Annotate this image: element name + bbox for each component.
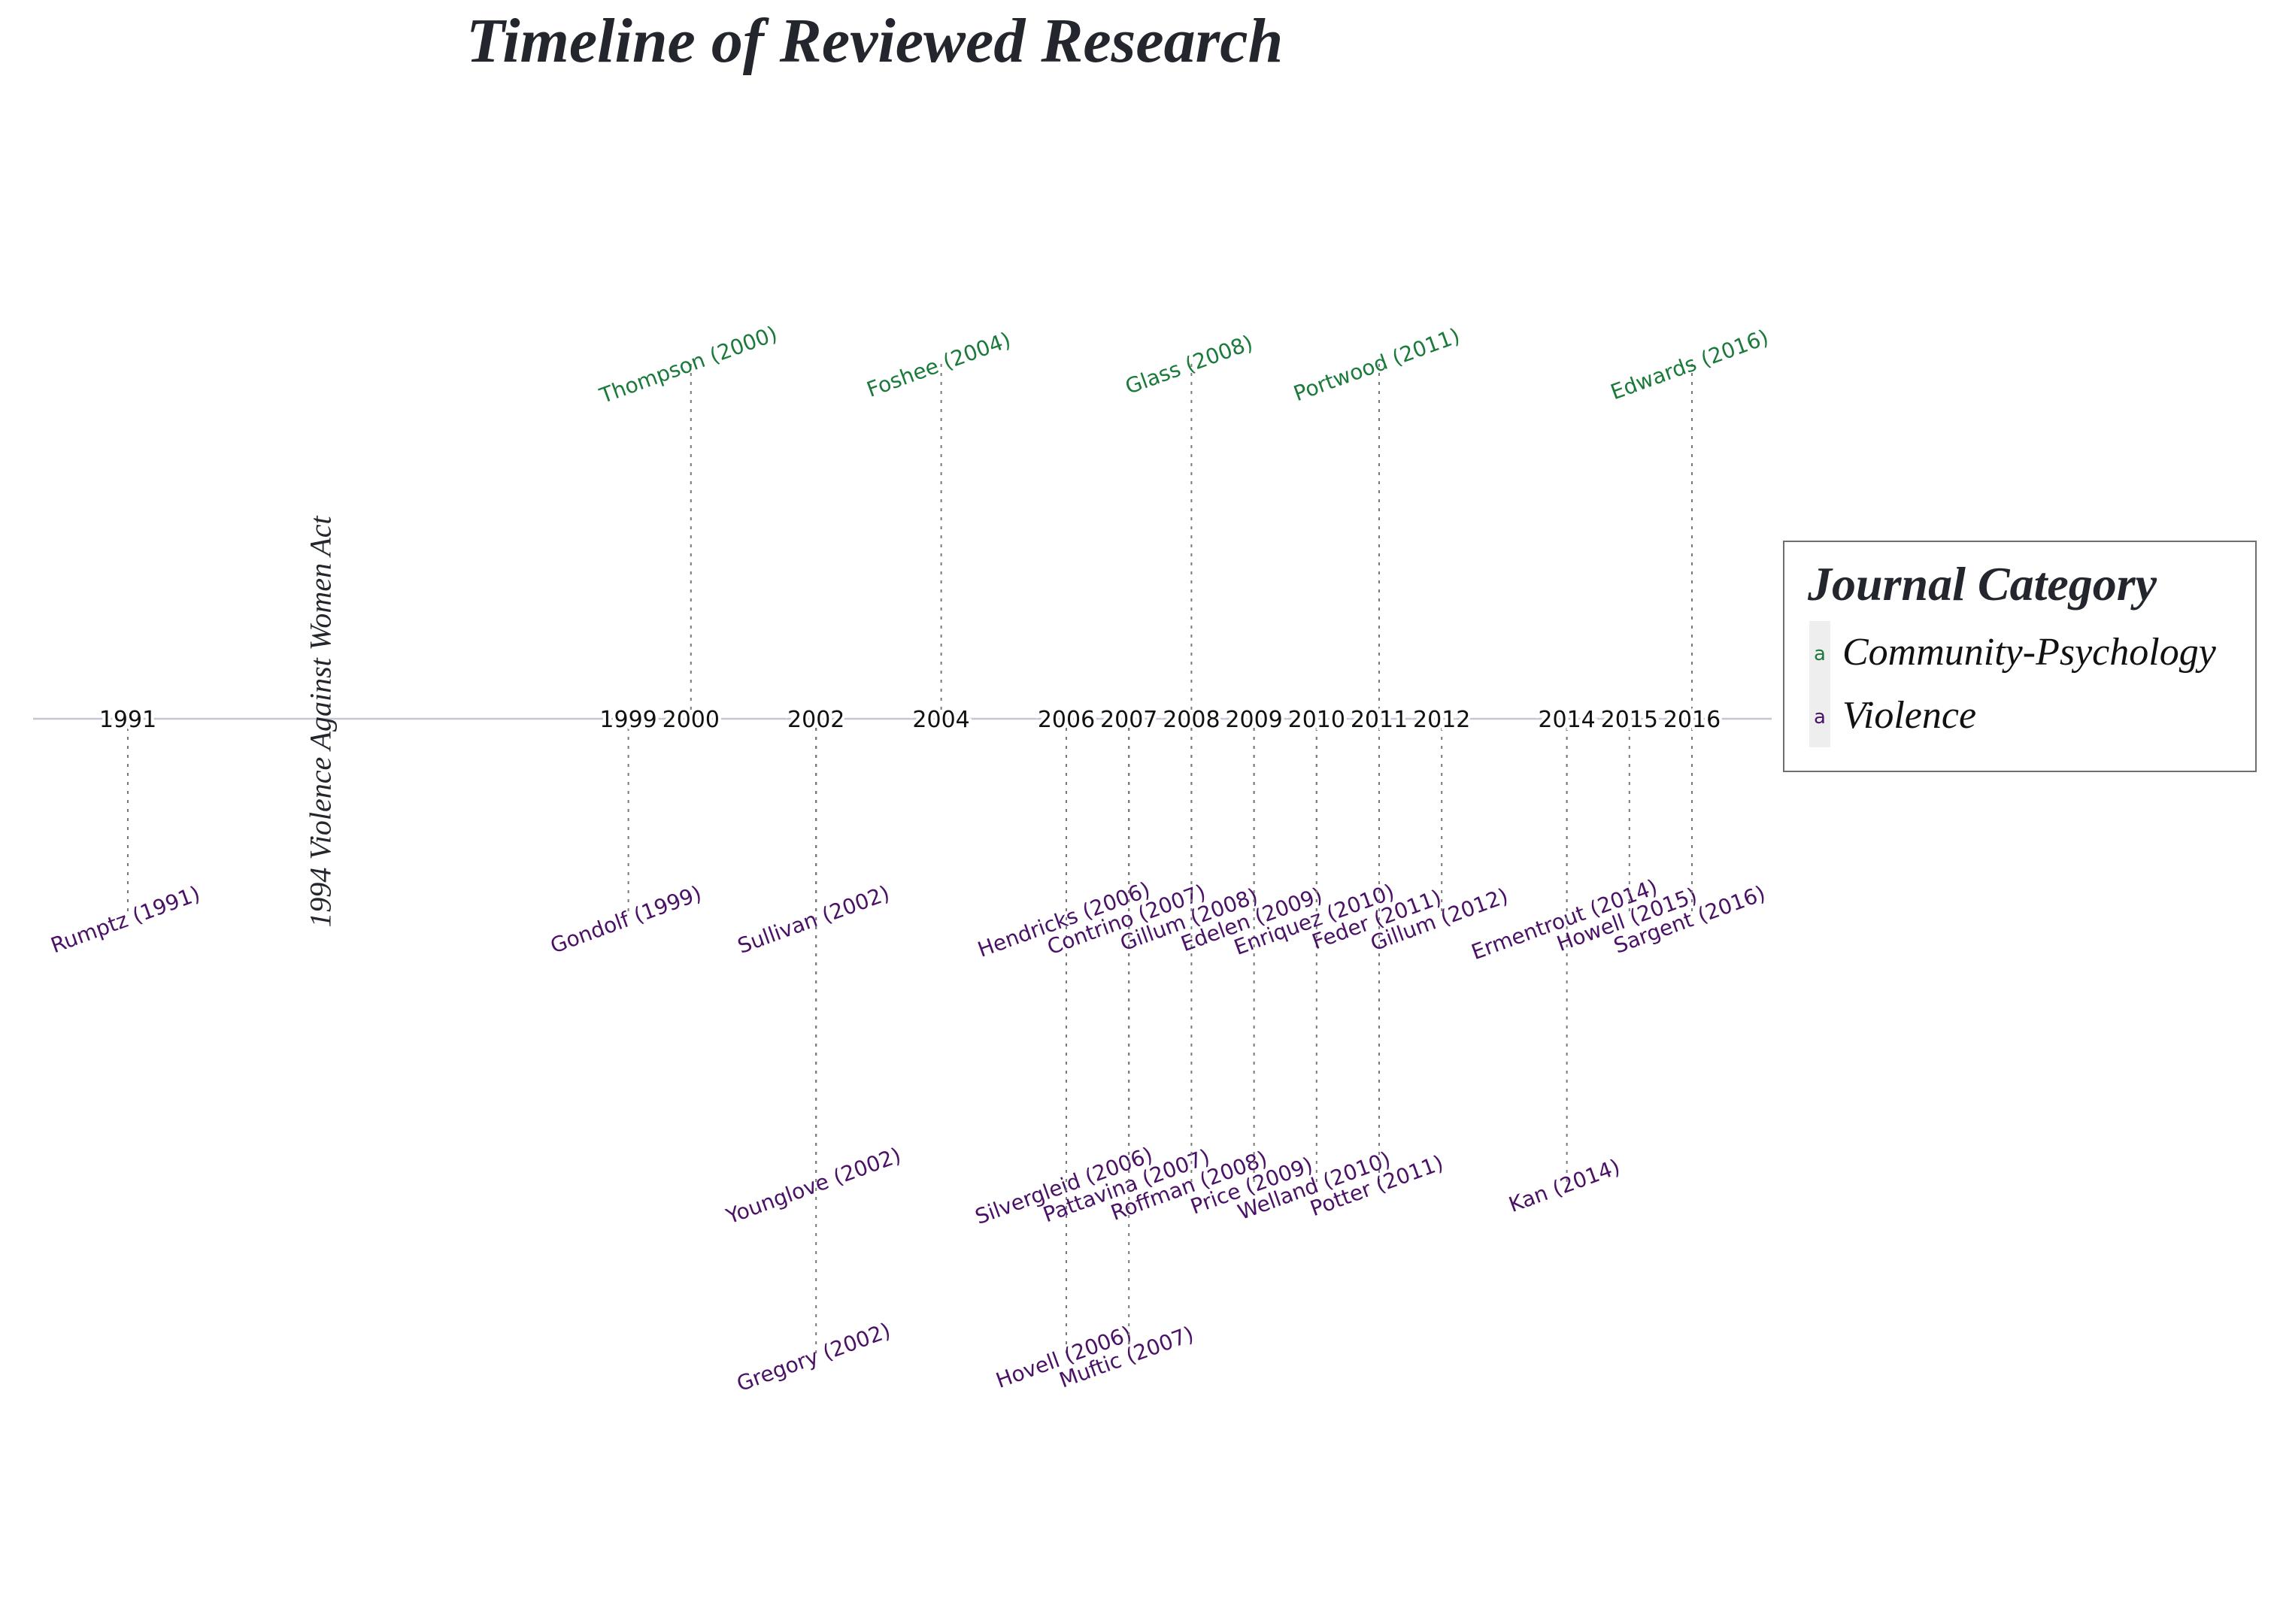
legend-item-label: Community-Psychology bbox=[1842, 631, 2217, 674]
legend-title: Journal Category bbox=[1807, 557, 2157, 611]
legend-key bbox=[1809, 621, 1830, 684]
event-label: Glass (2008) bbox=[1122, 330, 1256, 399]
year-tick-label: 2004 bbox=[912, 707, 969, 733]
year-tick-label: 2002 bbox=[787, 707, 844, 733]
legend-box bbox=[1783, 541, 2257, 772]
legend-key bbox=[1809, 684, 1830, 747]
event-label: Portwood (2011) bbox=[1290, 323, 1463, 407]
event-label: Edwards (2016) bbox=[1607, 325, 1772, 405]
event-label: Foshee (2004) bbox=[863, 327, 1014, 402]
event-label: Gondolf (1999) bbox=[547, 880, 705, 958]
event-label: Kan (2014) bbox=[1505, 1154, 1624, 1217]
timeline-layer: Thompson (2000) Foshee (2004) Glass (2008)… bbox=[33, 321, 1772, 1396]
event-label: Younglove (2002) bbox=[722, 1143, 904, 1229]
year-tick-label: 2007 bbox=[1100, 707, 1157, 733]
event-label: Gregory (2002) bbox=[733, 1318, 893, 1396]
chart-title: Timeline of Reviewed Research bbox=[466, 6, 1283, 76]
year-tick-label: 2009 bbox=[1225, 707, 1282, 733]
year-tick-label: 2011 bbox=[1351, 707, 1408, 733]
year-tick-label: 2008 bbox=[1163, 707, 1220, 733]
year-tick-label: 2014 bbox=[1538, 707, 1595, 733]
year-tick-label: 1991 bbox=[99, 707, 156, 733]
legend-items: a Community-Psychology a Violence bbox=[1809, 621, 2217, 747]
legend-key-glyph: a bbox=[1814, 643, 1826, 665]
legend-item-label: Violence bbox=[1842, 694, 1976, 737]
event-label: Sullivan (2002) bbox=[735, 880, 893, 959]
year-tick-label: 2012 bbox=[1413, 707, 1470, 733]
event-label: Thompson (2000) bbox=[596, 321, 781, 408]
year-tick-label: 2000 bbox=[662, 707, 720, 733]
year-tick-label: 2010 bbox=[1288, 707, 1345, 733]
year-tick-label: 2015 bbox=[1601, 707, 1658, 733]
year-tick-label: 1999 bbox=[599, 707, 656, 733]
legend-key-glyph: a bbox=[1814, 706, 1826, 729]
year-tick-label: 2006 bbox=[1038, 707, 1095, 733]
annotation-label: 1994 Violence Against Women Act bbox=[304, 515, 338, 927]
event-label: Rumptz (1991) bbox=[47, 881, 203, 958]
year-tick-label: 2016 bbox=[1663, 707, 1721, 733]
